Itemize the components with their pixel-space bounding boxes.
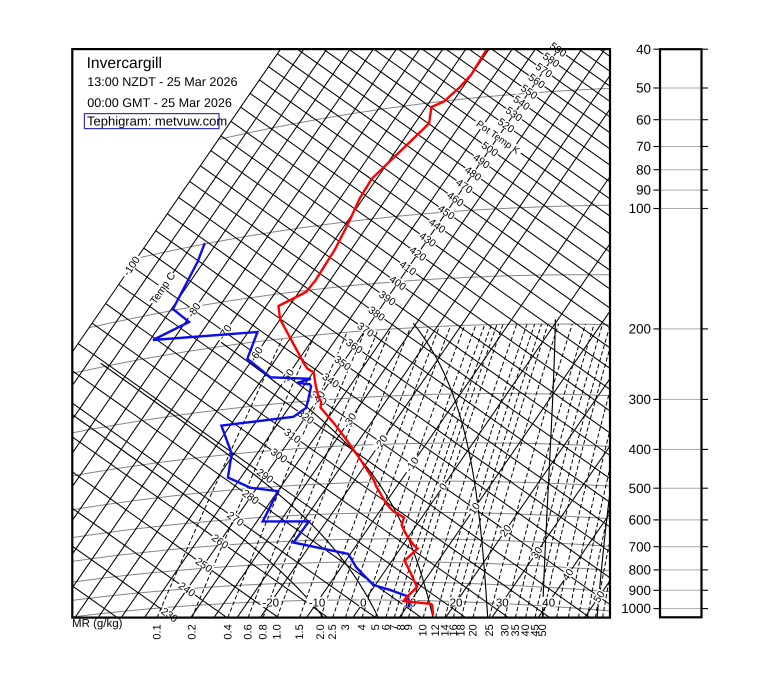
svg-text:60: 60 bbox=[636, 112, 651, 127]
svg-text:10: 10 bbox=[418, 624, 430, 636]
svg-text:0: 0 bbox=[437, 481, 450, 493]
svg-text:40: 40 bbox=[636, 42, 651, 57]
svg-text:18: 18 bbox=[456, 624, 468, 636]
svg-text:30: 30 bbox=[499, 624, 511, 636]
svg-text:80: 80 bbox=[636, 162, 651, 177]
svg-text:25: 25 bbox=[484, 624, 496, 636]
svg-text:50: 50 bbox=[537, 624, 549, 636]
svg-text:3: 3 bbox=[340, 624, 352, 630]
svg-text:0.4: 0.4 bbox=[222, 624, 234, 639]
svg-text:Invercargill: Invercargill bbox=[87, 55, 162, 72]
svg-text:5: 5 bbox=[370, 624, 382, 630]
svg-text:8: 8 bbox=[396, 624, 408, 630]
svg-text:10: 10 bbox=[467, 501, 484, 518]
svg-text:2.5: 2.5 bbox=[327, 624, 339, 639]
svg-text:20: 20 bbox=[450, 598, 463, 610]
svg-text:0.1: 0.1 bbox=[152, 624, 164, 639]
svg-text:600: 600 bbox=[629, 513, 651, 528]
svg-text:30: 30 bbox=[496, 598, 509, 610]
svg-text:MR (g/kg): MR (g/kg) bbox=[72, 618, 123, 630]
svg-text:90: 90 bbox=[636, 183, 651, 198]
svg-text:800: 800 bbox=[629, 563, 651, 578]
svg-text:500: 500 bbox=[629, 481, 651, 496]
svg-text:1.5: 1.5 bbox=[294, 624, 306, 639]
svg-text:9: 9 bbox=[403, 624, 415, 630]
svg-text:900: 900 bbox=[629, 583, 651, 598]
svg-text:0.2: 0.2 bbox=[187, 624, 199, 639]
svg-text:50: 50 bbox=[636, 81, 651, 96]
svg-text:0.6: 0.6 bbox=[243, 624, 255, 639]
svg-text:-20: -20 bbox=[262, 598, 279, 610]
svg-text:300: 300 bbox=[629, 392, 651, 407]
svg-text:40: 40 bbox=[542, 598, 555, 610]
svg-text:200: 200 bbox=[629, 322, 651, 337]
svg-text:35: 35 bbox=[510, 624, 522, 636]
svg-text:13:00 NZDT - 25 Mar 2026: 13:00 NZDT - 25 Mar 2026 bbox=[87, 75, 237, 89]
svg-text:70: 70 bbox=[636, 139, 651, 154]
svg-text:700: 700 bbox=[629, 539, 651, 554]
svg-text:30: 30 bbox=[529, 545, 546, 562]
svg-text:50: 50 bbox=[591, 589, 608, 606]
svg-text:100: 100 bbox=[629, 201, 651, 216]
svg-text:4: 4 bbox=[357, 624, 369, 630]
svg-text:12: 12 bbox=[430, 624, 442, 636]
svg-text:2.0: 2.0 bbox=[315, 624, 327, 639]
svg-text:16: 16 bbox=[448, 624, 460, 636]
svg-text:7: 7 bbox=[389, 624, 401, 630]
svg-text:0: 0 bbox=[360, 598, 366, 610]
svg-text:40: 40 bbox=[560, 567, 577, 584]
svg-text:6: 6 bbox=[380, 624, 392, 630]
svg-text:1000: 1000 bbox=[621, 601, 651, 616]
svg-text:14: 14 bbox=[439, 624, 451, 636]
svg-text:20: 20 bbox=[468, 624, 480, 636]
svg-text:Tephigram: metvuw.com: Tephigram: metvuw.com bbox=[87, 114, 227, 129]
svg-text:00:00 GMT - 25 Mar 2026: 00:00 GMT - 25 Mar 2026 bbox=[87, 96, 232, 110]
svg-text:1.0: 1.0 bbox=[272, 624, 284, 639]
svg-text:20: 20 bbox=[498, 523, 515, 540]
svg-text:40: 40 bbox=[520, 624, 532, 636]
svg-text:-10: -10 bbox=[309, 598, 326, 610]
svg-text:45: 45 bbox=[530, 624, 542, 636]
svg-text:0.8: 0.8 bbox=[258, 624, 270, 639]
svg-text:400: 400 bbox=[629, 442, 651, 457]
